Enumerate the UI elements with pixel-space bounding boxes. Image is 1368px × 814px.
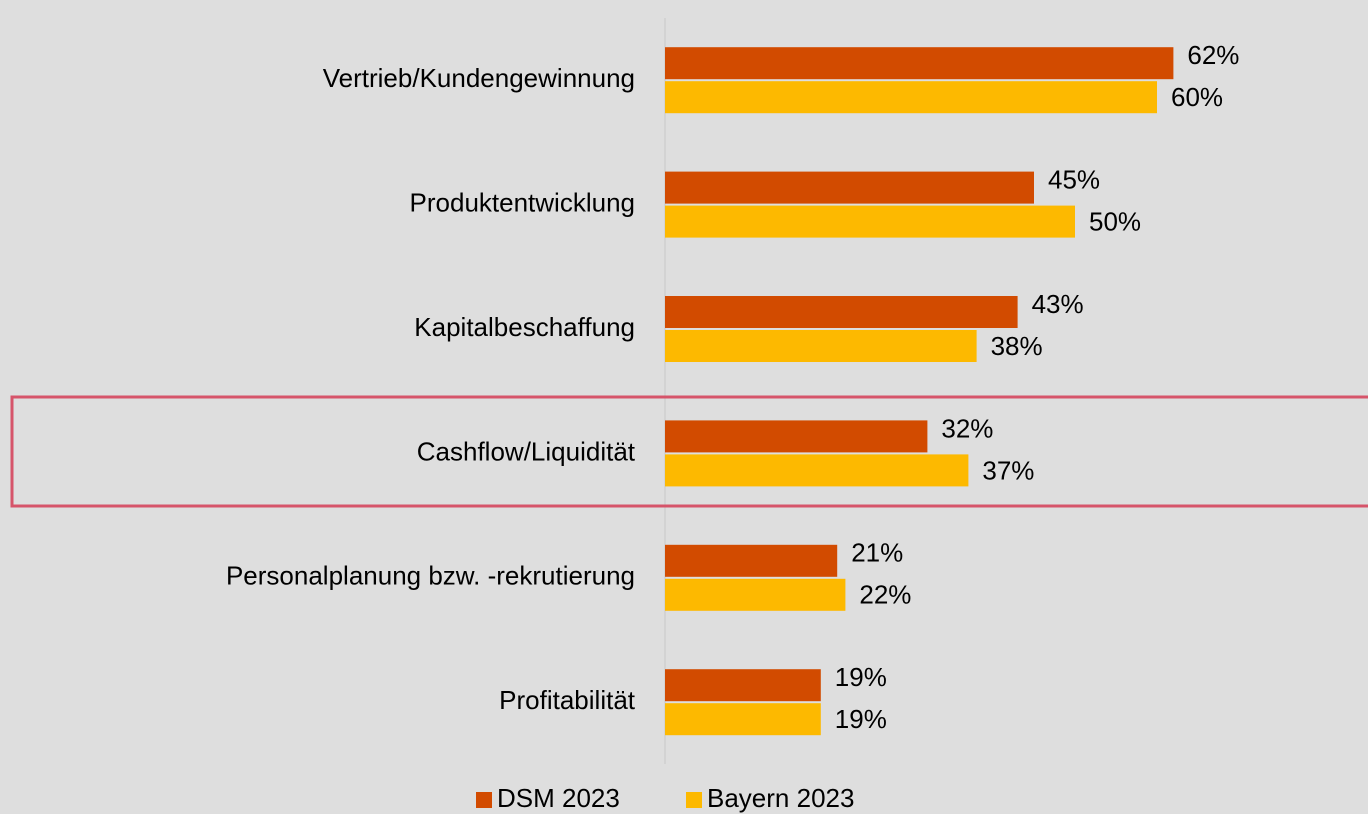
- value-label: 37%: [982, 455, 1034, 485]
- highlight-box: [10, 395, 1368, 508]
- bar: [665, 578, 846, 611]
- bar: [665, 703, 821, 736]
- value-label: 22%: [859, 580, 911, 610]
- bar: [665, 47, 1174, 80]
- category-label: Vertrieb/Kundengewinnung: [323, 63, 635, 93]
- category-label: Profitabilität: [499, 685, 636, 715]
- legend-swatch: [686, 792, 702, 808]
- category-label: Kapitalbeschaffung: [414, 312, 635, 342]
- bar: [665, 669, 821, 702]
- legend-label: Bayern 2023: [707, 783, 854, 813]
- bar: [665, 296, 1018, 328]
- bar: [665, 330, 977, 362]
- value-label: 21%: [851, 538, 903, 568]
- value-label: 45%: [1048, 164, 1100, 194]
- bar: [665, 420, 928, 453]
- category-label: Produktentwicklung: [410, 187, 635, 217]
- bar: [665, 454, 969, 487]
- bar: [665, 81, 1157, 114]
- category-label: Cashflow/Liquidität: [417, 436, 636, 466]
- value-label: 19%: [835, 704, 887, 734]
- bar: [665, 205, 1075, 238]
- value-label: 60%: [1171, 82, 1223, 112]
- value-label: 62%: [1187, 40, 1239, 70]
- legend-swatch: [476, 792, 492, 808]
- bar: [665, 544, 838, 577]
- value-label: 50%: [1089, 206, 1141, 236]
- bar: [665, 171, 1034, 204]
- category-label: Personalplanung bzw. -rekrutierung: [226, 561, 635, 591]
- value-label: 38%: [991, 331, 1043, 361]
- value-label: 43%: [1032, 289, 1084, 319]
- value-label: 19%: [835, 662, 887, 692]
- legend-label: DSM 2023: [497, 783, 620, 813]
- value-label: 32%: [941, 413, 993, 443]
